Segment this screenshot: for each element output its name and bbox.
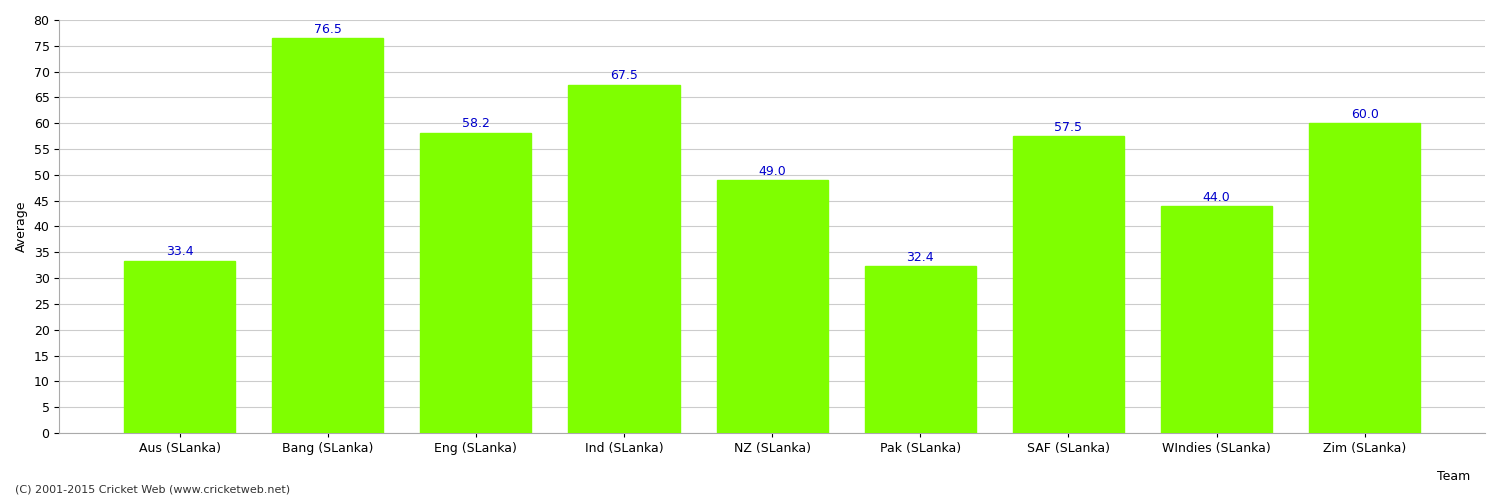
Bar xyxy=(420,132,531,433)
Text: 33.4: 33.4 xyxy=(166,246,194,258)
Text: 44.0: 44.0 xyxy=(1203,191,1230,204)
Text: (C) 2001-2015 Cricket Web (www.cricketweb.net): (C) 2001-2015 Cricket Web (www.cricketwe… xyxy=(15,485,290,495)
Text: 57.5: 57.5 xyxy=(1054,121,1083,134)
Bar xyxy=(1310,123,1420,433)
Bar xyxy=(717,180,828,433)
Text: 60.0: 60.0 xyxy=(1350,108,1378,121)
Bar xyxy=(272,38,384,433)
Text: 32.4: 32.4 xyxy=(906,250,934,264)
Y-axis label: Average: Average xyxy=(15,200,28,252)
Text: 67.5: 67.5 xyxy=(610,70,638,82)
Text: 49.0: 49.0 xyxy=(759,165,786,178)
Bar xyxy=(124,260,236,433)
Text: 76.5: 76.5 xyxy=(314,23,342,36)
Bar xyxy=(568,84,680,433)
Bar xyxy=(1161,206,1272,433)
Bar xyxy=(1013,136,1124,433)
Bar xyxy=(864,266,976,433)
Text: Team: Team xyxy=(1437,470,1470,483)
Text: 58.2: 58.2 xyxy=(462,118,490,130)
